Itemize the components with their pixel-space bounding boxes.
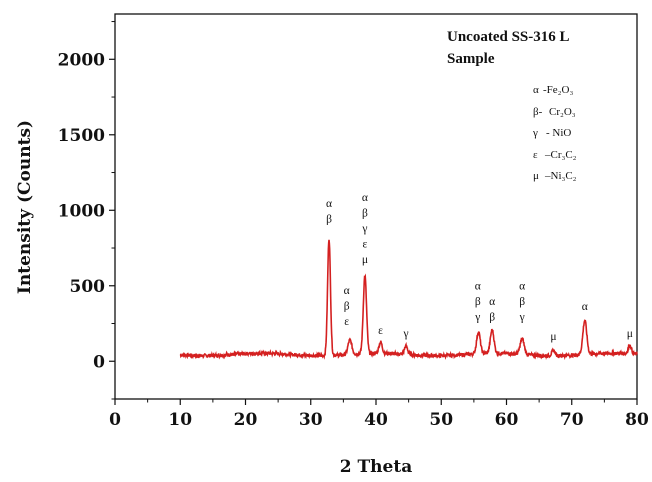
x-tick-label: 0 bbox=[109, 410, 121, 430]
peak-label: γ bbox=[402, 328, 408, 340]
legend-label: - NiO bbox=[546, 127, 571, 139]
legend-label: Cr₂O₃ bbox=[549, 106, 576, 118]
xrd-series-line bbox=[179, 239, 638, 361]
y-tick-label: 1000 bbox=[58, 201, 105, 221]
x-tick-label: 50 bbox=[429, 410, 453, 430]
peak-label: αβ bbox=[326, 198, 332, 226]
peak-label: μ bbox=[627, 328, 633, 340]
peak-phase-symbol: μ bbox=[627, 328, 633, 340]
legend-entry-ni3c2: μ –Ni₃C₂ bbox=[533, 170, 577, 182]
peak-label: ε bbox=[378, 325, 383, 337]
peak-phase-symbol: β bbox=[362, 208, 368, 220]
peak-label: αβε bbox=[344, 285, 350, 328]
y-axis: 0 500 1000 1500 2000 bbox=[58, 21, 115, 400]
peak-phase-symbol: γ bbox=[361, 223, 367, 235]
peak-phase-symbol: α bbox=[362, 192, 368, 204]
x-tick-label: 10 bbox=[168, 410, 192, 430]
peak-label: μ bbox=[550, 331, 556, 343]
x-tick-label: 70 bbox=[560, 410, 584, 430]
y-tick-label: 500 bbox=[70, 277, 106, 297]
peak-phase-symbol: α bbox=[326, 198, 332, 210]
peak-phase-symbol: β bbox=[326, 213, 332, 225]
plot-border bbox=[114, 13, 638, 400]
peak-label: α bbox=[582, 301, 588, 313]
legend-symbol: α bbox=[533, 84, 539, 96]
legend-label: -Fe₂O₃ bbox=[543, 84, 573, 96]
peak-phase-symbol: ε bbox=[362, 239, 367, 251]
peak-phase-symbol: α bbox=[519, 280, 525, 292]
x-tick-label: 20 bbox=[234, 410, 258, 430]
legend-entry-cr2o3: β- Cr₂O₃ bbox=[533, 106, 576, 118]
plot-frame bbox=[114, 13, 638, 400]
peak-phase-symbol: μ bbox=[550, 331, 556, 343]
legend-label: –Cr₃C₂ bbox=[544, 149, 577, 161]
peak-phase-symbol: α bbox=[582, 301, 588, 313]
peak-phase-symbol: α bbox=[475, 280, 481, 292]
legend-symbol: μ bbox=[533, 170, 539, 182]
peak-phase-symbol: γ bbox=[474, 311, 480, 323]
y-tick-label: 2000 bbox=[58, 50, 105, 70]
x-axis: 0 10 20 30 40 50 60 70 80 bbox=[109, 399, 649, 430]
peak-phase-symbol: ε bbox=[378, 325, 383, 337]
peak-phase-symbol: ε bbox=[344, 316, 349, 328]
peak-phase-symbol: β bbox=[475, 296, 481, 308]
peak-phase-symbol: γ bbox=[402, 328, 408, 340]
peak-phase-symbol: α bbox=[489, 296, 495, 308]
legend-label: –Ni₃C₂ bbox=[544, 170, 577, 182]
x-tick-label: 80 bbox=[625, 410, 649, 430]
peak-phase-symbol: β bbox=[489, 311, 495, 323]
y-axis-title: Intensity (Counts) bbox=[15, 120, 35, 294]
peak-phase-symbol: β bbox=[519, 296, 525, 308]
chart-title-line-2: Sample bbox=[447, 51, 495, 67]
x-tick-label: 60 bbox=[495, 410, 519, 430]
peak-label: αβ bbox=[489, 296, 495, 324]
chart-title-line-1: Uncoated SS-316 L bbox=[447, 29, 570, 45]
peak-phase-symbol: μ bbox=[362, 254, 368, 266]
peak-label: αβγ bbox=[474, 280, 481, 323]
legend-symbol: ε bbox=[533, 149, 538, 161]
legend-entry-cr3c2: ε –Cr₃C₂ bbox=[533, 149, 577, 161]
x-tick-label: 40 bbox=[364, 410, 388, 430]
peak-phase-symbol: β bbox=[344, 301, 350, 313]
y-tick-label: 0 bbox=[93, 352, 105, 372]
x-axis-title: 2 Theta bbox=[340, 457, 412, 477]
phase-legend: α -Fe₂O₃ β- Cr₂O₃ γ - NiO ε –Cr₃C₂ μ –Ni… bbox=[532, 84, 577, 182]
peak-phase-symbol: γ bbox=[519, 311, 525, 323]
legend-entry-nio: γ - NiO bbox=[532, 127, 571, 139]
x-tick-label: 30 bbox=[299, 410, 323, 430]
peak-phase-symbol: α bbox=[344, 285, 350, 297]
legend-symbol: γ bbox=[532, 127, 538, 139]
legend-symbol: β- bbox=[533, 106, 543, 118]
y-tick-label: 1500 bbox=[58, 126, 105, 146]
peak-label: αβγ bbox=[519, 280, 526, 323]
legend-entry-fe2o3: α -Fe₂O₃ bbox=[533, 84, 573, 96]
